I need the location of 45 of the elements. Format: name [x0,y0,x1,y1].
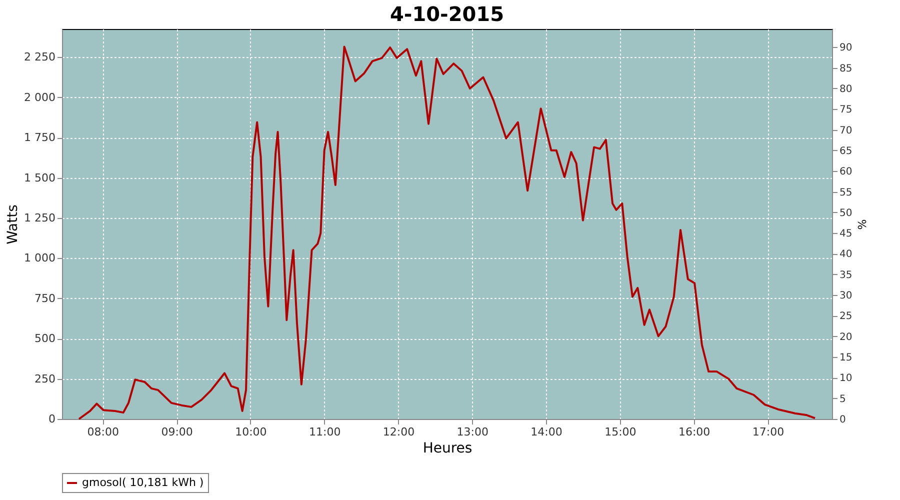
y2-tick-label: 85 [840,63,852,74]
y2-tick-label: 55 [840,187,852,198]
x-tick-label: 08:00 [87,426,119,438]
x-tick-label: 14:00 [530,426,562,438]
y-tick-label: 1 750 [24,131,56,144]
y2-tick-label: 70 [840,125,852,136]
y-tick-label: 1 500 [24,171,56,184]
y-tick-label: 1 000 [24,252,56,265]
y-tick-label: 500 [34,332,56,346]
legend-label: gmosol( 10,181 kWh ) [82,476,204,489]
x-tick-label: 12:00 [382,426,415,438]
y-axis-title: Watts [5,204,22,244]
y2-tick-label: 25 [840,311,852,322]
x-tick-label: 16:00 [678,426,710,438]
y-tick-label: 0 [48,412,56,426]
y2-tick-label: 0 [840,414,846,426]
y2-tick-label: 30 [840,290,852,302]
y2-tick-label: 35 [840,270,852,281]
y-tick-label: 250 [34,372,56,386]
x-tick-label: 09:00 [161,426,193,438]
y-tick-label: 2 250 [24,50,56,64]
x-axis-title: Heures [422,440,472,456]
y2-tick-label: 10 [840,373,852,384]
y2-tick-label: 20 [840,332,852,343]
x-tick-label: 15:00 [604,426,636,438]
y-tick-label: 2 000 [24,90,56,104]
y-tick-label: 750 [34,292,56,305]
y2-tick-label: 45 [840,228,852,240]
x-tick-label: 13:00 [456,426,488,438]
y-tick-label: 1 250 [24,211,56,224]
y2-axis-title: % [855,219,868,230]
y2-tick-label: 5 [840,394,846,405]
y2-tick-label: 65 [840,146,852,157]
y2-tick-label: 50 [840,208,852,219]
line-series [78,46,816,420]
x-tick-label: 11:00 [308,426,341,438]
y2-tick-label: 75 [840,104,852,116]
y2-tick-label: 90 [840,42,852,54]
x-tick-label: 17:00 [752,426,784,438]
y2-tick-label: 80 [840,84,852,95]
y2-tick-label: 40 [840,249,852,260]
x-tick-label: 10:00 [235,426,267,438]
chart-title: 4-10-2015 [390,2,504,26]
y2-tick-label: 60 [840,166,852,178]
y2-tick-label: 15 [840,352,852,364]
